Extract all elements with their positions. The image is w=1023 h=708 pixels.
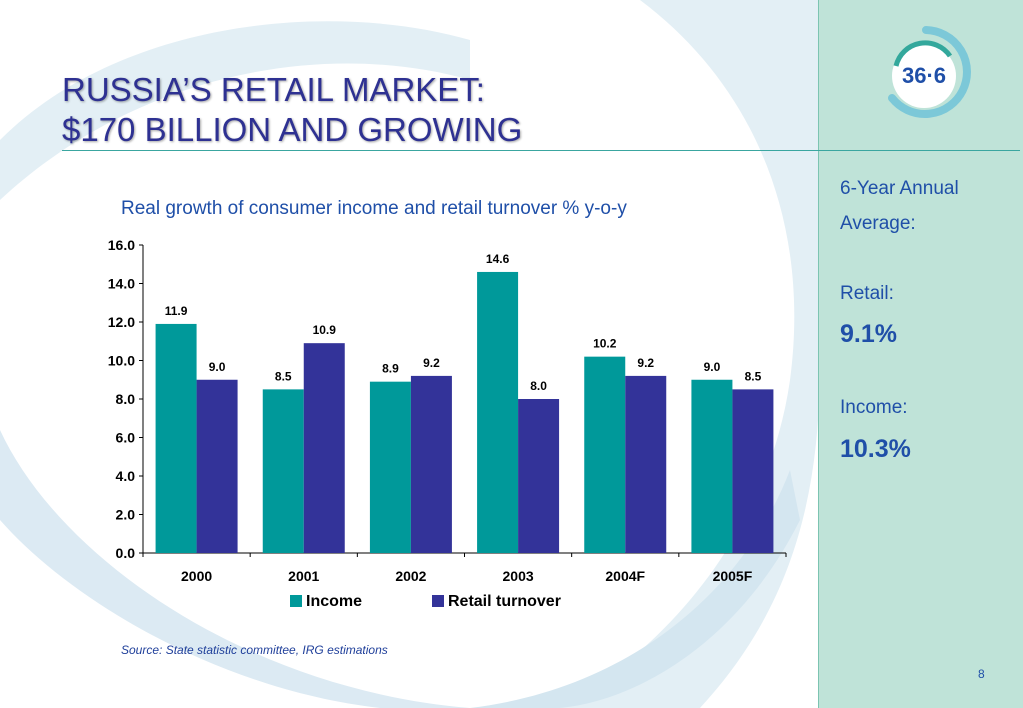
retail-bar [732, 389, 774, 553]
retail-data-label: 9.0 [209, 360, 226, 374]
y-tick-label: 16.0 [108, 237, 135, 253]
bar-chart: 0.0 2.0 4.0 6.0 8.0 10.0 12.0 14.0 16.0 2000 2001 2… [108, 237, 787, 584]
x-tick-label: 2004F [605, 568, 645, 584]
side-panel [818, 0, 1023, 708]
retail-average-label: Retail: [840, 283, 894, 304]
income-bar [155, 323, 197, 553]
retail-data-label: 10.9 [313, 323, 337, 337]
x-tick-label: 2003 [503, 568, 534, 584]
title-line-1: RUSSIA’S RETAIL MARKET: [62, 71, 485, 108]
page-title: RUSSIA’S RETAIL MARKET: $170 BILLION AND… [62, 70, 522, 150]
y-tick-label: 14.0 [108, 276, 135, 292]
income-bar [477, 271, 519, 553]
y-tick-label: 2.0 [116, 507, 136, 523]
retail-data-label: 9.2 [423, 356, 440, 370]
legend-retail-label: Retail turnover [448, 593, 561, 610]
x-tick-label: 2002 [395, 568, 426, 584]
y-tick-label: 4.0 [116, 468, 136, 484]
legend-income: Income [290, 593, 362, 611]
y-tick-label: 12.0 [108, 314, 135, 330]
y-tick-label: 10.0 [108, 353, 135, 369]
x-tick-label: 2000 [181, 568, 212, 584]
x-tick-label: 2005F [713, 568, 753, 584]
income-data-label: 9.0 [704, 360, 721, 374]
income-data-label: 10.2 [593, 337, 617, 351]
income-data-label: 14.6 [486, 252, 510, 266]
retail-bar [410, 375, 452, 553]
chart-title: Real growth of consumer income and retai… [121, 198, 627, 219]
page-number: 8 [978, 667, 985, 681]
legend-retail: Retail turnover [432, 593, 561, 611]
income-average-label: Income: [840, 397, 908, 418]
retail-bar [196, 379, 238, 553]
chart-bars [155, 271, 774, 553]
legend-income-swatch [290, 595, 302, 607]
y-tick-label: 6.0 [116, 430, 136, 446]
retail-data-label: 9.2 [637, 356, 654, 370]
income-data-label: 8.9 [382, 362, 399, 376]
retail-data-label: 8.5 [745, 369, 762, 383]
retail-bar [518, 399, 560, 553]
stats-heading-line-2: Average: [840, 213, 916, 234]
title-divider [62, 150, 1020, 151]
income-data-label: 11.9 [165, 304, 188, 318]
income-bar [369, 381, 411, 553]
logo-text: 36·6 [902, 63, 946, 88]
retail-bar [303, 343, 345, 553]
source-note: Source: State statistic committee, IRG e… [121, 643, 388, 657]
x-tick-label: 2001 [288, 568, 319, 584]
chart-data-labels: 11.9 8.5 8.9 14.6 10.2 9.0 9.0 10.9 9.2 8.0 9.2 8.5 [165, 252, 762, 393]
title-line-2: $170 BILLION AND GROWING [62, 111, 523, 148]
retail-bar [625, 375, 667, 553]
pharmacy-logo-icon: 36·6 [888, 26, 971, 118]
stats-heading-line-1: 6-Year Annual [840, 178, 959, 199]
y-tick-label: 8.0 [116, 391, 136, 407]
income-bar [691, 379, 733, 553]
income-bar [584, 356, 626, 553]
retail-data-label: 8.0 [530, 379, 547, 393]
income-bar [262, 389, 304, 553]
retail-average-value: 9.1% [840, 320, 897, 348]
chart-axes: 0.0 2.0 4.0 6.0 8.0 10.0 12.0 14.0 16.0 2000 2001 2… [108, 237, 787, 584]
y-tick-label: 0.0 [116, 545, 136, 561]
income-average-value: 10.3% [840, 435, 911, 463]
legend-retail-swatch [432, 595, 444, 607]
income-data-label: 8.5 [275, 369, 292, 383]
legend-income-label: Income [306, 593, 363, 610]
